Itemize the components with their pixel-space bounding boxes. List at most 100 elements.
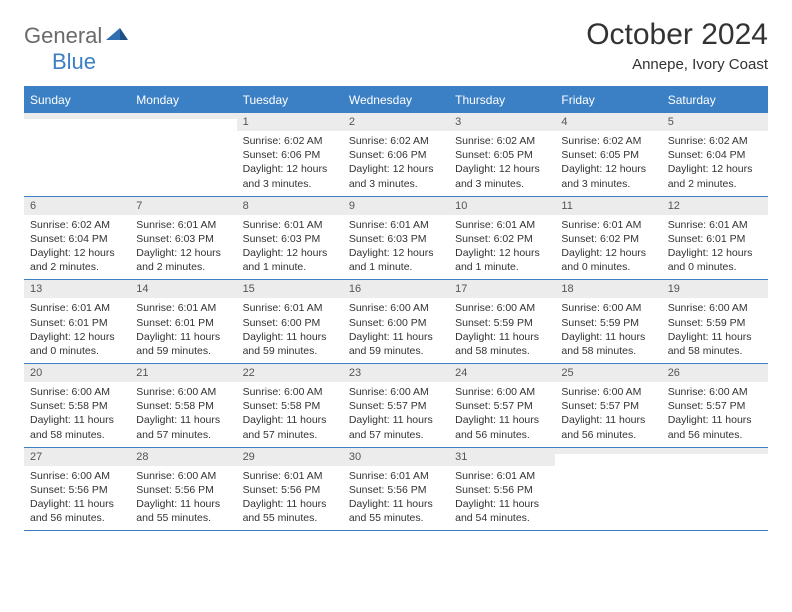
day-cell: 24Sunrise: 6:00 AMSunset: 5:57 PMDayligh… xyxy=(449,364,555,448)
sunset-line: Sunset: 5:57 PM xyxy=(349,399,443,413)
day-number: 19 xyxy=(662,280,768,298)
sunrise-line: Sunrise: 6:01 AM xyxy=(349,469,443,483)
sunrise-line: Sunrise: 6:00 AM xyxy=(668,301,762,315)
day-cell xyxy=(555,447,661,531)
calendar-body: 1Sunrise: 6:02 AMSunset: 6:06 PMDaylight… xyxy=(24,113,768,531)
sunrise-line: Sunrise: 6:01 AM xyxy=(455,469,549,483)
day-number: 30 xyxy=(343,448,449,466)
sunset-line: Sunset: 6:01 PM xyxy=(668,232,762,246)
sunrise-line: Sunrise: 6:00 AM xyxy=(455,385,549,399)
logo-mark-icon xyxy=(106,24,128,47)
day-number: 1 xyxy=(237,113,343,131)
day-cell: 3Sunrise: 6:02 AMSunset: 6:05 PMDaylight… xyxy=(449,113,555,197)
sunset-line: Sunset: 6:03 PM xyxy=(136,232,230,246)
sunrise-line: Sunrise: 6:00 AM xyxy=(349,301,443,315)
sunset-line: Sunset: 5:57 PM xyxy=(455,399,549,413)
sunrise-line: Sunrise: 6:00 AM xyxy=(136,385,230,399)
sunrise-line: Sunrise: 6:01 AM xyxy=(30,301,124,315)
daylight-line: Daylight: 11 hours and 56 minutes. xyxy=(561,413,655,441)
day-body: Sunrise: 6:01 AMSunset: 6:02 PMDaylight:… xyxy=(555,215,661,280)
daylight-line: Daylight: 12 hours and 2 minutes. xyxy=(668,162,762,190)
day-body: Sunrise: 6:01 AMSunset: 6:01 PMDaylight:… xyxy=(662,215,768,280)
day-cell: 20Sunrise: 6:00 AMSunset: 5:58 PMDayligh… xyxy=(24,364,130,448)
day-number: 16 xyxy=(343,280,449,298)
day-body: Sunrise: 6:00 AMSunset: 5:57 PMDaylight:… xyxy=(555,382,661,447)
day-body: Sunrise: 6:02 AMSunset: 6:04 PMDaylight:… xyxy=(662,131,768,196)
daylight-line: Daylight: 11 hours and 54 minutes. xyxy=(455,497,549,525)
sunset-line: Sunset: 6:05 PM xyxy=(455,148,549,162)
week-row: 1Sunrise: 6:02 AMSunset: 6:06 PMDaylight… xyxy=(24,113,768,197)
sunset-line: Sunset: 5:56 PM xyxy=(136,483,230,497)
day-body: Sunrise: 6:00 AMSunset: 5:58 PMDaylight:… xyxy=(130,382,236,447)
day-cell: 25Sunrise: 6:00 AMSunset: 5:57 PMDayligh… xyxy=(555,364,661,448)
day-number: 10 xyxy=(449,197,555,215)
day-cell: 31 Sunrise: 6:01 AMSunset: 5:56 PMDayligh… xyxy=(449,447,555,531)
day-cell xyxy=(24,113,130,197)
day-cell: 18Sunrise: 6:00 AMSunset: 5:59 PMDayligh… xyxy=(555,280,661,364)
day-cell: 11Sunrise: 6:01 AMSunset: 6:02 PMDayligh… xyxy=(555,196,661,280)
day-number: 9 xyxy=(343,197,449,215)
sunrise-line: Sunrise: 6:01 AM xyxy=(136,301,230,315)
day-header-row: Sunday Monday Tuesday Wednesday Thursday… xyxy=(24,87,768,113)
day-number: 14 xyxy=(130,280,236,298)
sunset-line: Sunset: 5:57 PM xyxy=(561,399,655,413)
day-cell: 17Sunrise: 6:00 AMSunset: 5:59 PMDayligh… xyxy=(449,280,555,364)
daylight-line: Daylight: 11 hours and 58 minutes. xyxy=(668,330,762,358)
daylight-line: Daylight: 12 hours and 2 minutes. xyxy=(136,246,230,274)
day-body: Sunrise: 6:01 AMSunset: 5:56 PMDaylight:… xyxy=(237,466,343,531)
sunset-line: Sunset: 5:56 PM xyxy=(349,483,443,497)
daylight-line: Daylight: 12 hours and 1 minute. xyxy=(243,246,337,274)
day-body: Sunrise: 6:01 AMSunset: 6:02 PMDaylight:… xyxy=(449,215,555,280)
sunset-line: Sunset: 6:02 PM xyxy=(561,232,655,246)
sunrise-line: Sunrise: 6:00 AM xyxy=(30,385,124,399)
sunset-line: Sunset: 6:01 PM xyxy=(136,316,230,330)
day-number: 25 xyxy=(555,364,661,382)
daylight-line: Daylight: 12 hours and 3 minutes. xyxy=(349,162,443,190)
day-body: Sunrise: 6:01 AMSunset: 6:01 PMDaylight:… xyxy=(130,298,236,363)
day-cell: 21Sunrise: 6:00 AMSunset: 5:58 PMDayligh… xyxy=(130,364,236,448)
day-body: Sunrise: 6:00 AMSunset: 5:58 PMDaylight:… xyxy=(237,382,343,447)
sunrise-line: Sunrise: 6:00 AM xyxy=(349,385,443,399)
daylight-line: Daylight: 12 hours and 0 minutes. xyxy=(30,330,124,358)
sunset-line: Sunset: 6:05 PM xyxy=(561,148,655,162)
daylight-line: Daylight: 11 hours and 57 minutes. xyxy=(136,413,230,441)
day-body: Sunrise: 6:02 AMSunset: 6:06 PMDaylight:… xyxy=(237,131,343,196)
daylight-line: Daylight: 12 hours and 3 minutes. xyxy=(455,162,549,190)
day-cell: 29Sunrise: 6:01 AMSunset: 5:56 PMDayligh… xyxy=(237,447,343,531)
day-number: 26 xyxy=(662,364,768,382)
day-number: 31 xyxy=(449,448,555,466)
day-number: 21 xyxy=(130,364,236,382)
day-cell: 12Sunrise: 6:01 AMSunset: 6:01 PMDayligh… xyxy=(662,196,768,280)
day-cell: 23Sunrise: 6:00 AMSunset: 5:57 PMDayligh… xyxy=(343,364,449,448)
day-cell: 10Sunrise: 6:01 AMSunset: 6:02 PMDayligh… xyxy=(449,196,555,280)
daylight-line: Daylight: 11 hours and 57 minutes. xyxy=(349,413,443,441)
week-row: 6Sunrise: 6:02 AMSunset: 6:04 PMDaylight… xyxy=(24,196,768,280)
sunrise-line: Sunrise: 6:01 AM xyxy=(349,218,443,232)
sunset-line: Sunset: 6:06 PM xyxy=(243,148,337,162)
day-body: Sunrise: 6:00 AMSunset: 5:57 PMDaylight:… xyxy=(343,382,449,447)
sunrise-line: Sunrise: 6:00 AM xyxy=(668,385,762,399)
sunrise-line: Sunrise: 6:00 AM xyxy=(136,469,230,483)
sunrise-line: Sunrise: 6:02 AM xyxy=(30,218,124,232)
day-body xyxy=(24,119,130,177)
daylight-line: Daylight: 11 hours and 58 minutes. xyxy=(561,330,655,358)
sunset-line: Sunset: 5:56 PM xyxy=(455,483,549,497)
col-thursday: Thursday xyxy=(449,87,555,113)
daylight-line: Daylight: 12 hours and 3 minutes. xyxy=(561,162,655,190)
col-sunday: Sunday xyxy=(24,87,130,113)
day-body: Sunrise: 6:00 AMSunset: 5:56 PMDaylight:… xyxy=(130,466,236,531)
daylight-line: Daylight: 11 hours and 56 minutes. xyxy=(668,413,762,441)
day-number: 11 xyxy=(555,197,661,215)
day-body xyxy=(662,454,768,512)
sunrise-line: Sunrise: 6:01 AM xyxy=(243,469,337,483)
day-number: 27 xyxy=(24,448,130,466)
day-number: 5 xyxy=(662,113,768,131)
daylight-line: Daylight: 11 hours and 57 minutes. xyxy=(243,413,337,441)
page-title: October 2024 xyxy=(586,18,768,52)
sunset-line: Sunset: 6:00 PM xyxy=(243,316,337,330)
day-number: 15 xyxy=(237,280,343,298)
sunset-line: Sunset: 5:59 PM xyxy=(668,316,762,330)
day-cell: 16Sunrise: 6:00 AMSunset: 6:00 PMDayligh… xyxy=(343,280,449,364)
day-body: Sunrise: 6:02 AMSunset: 6:05 PMDaylight:… xyxy=(449,131,555,196)
day-number: 18 xyxy=(555,280,661,298)
